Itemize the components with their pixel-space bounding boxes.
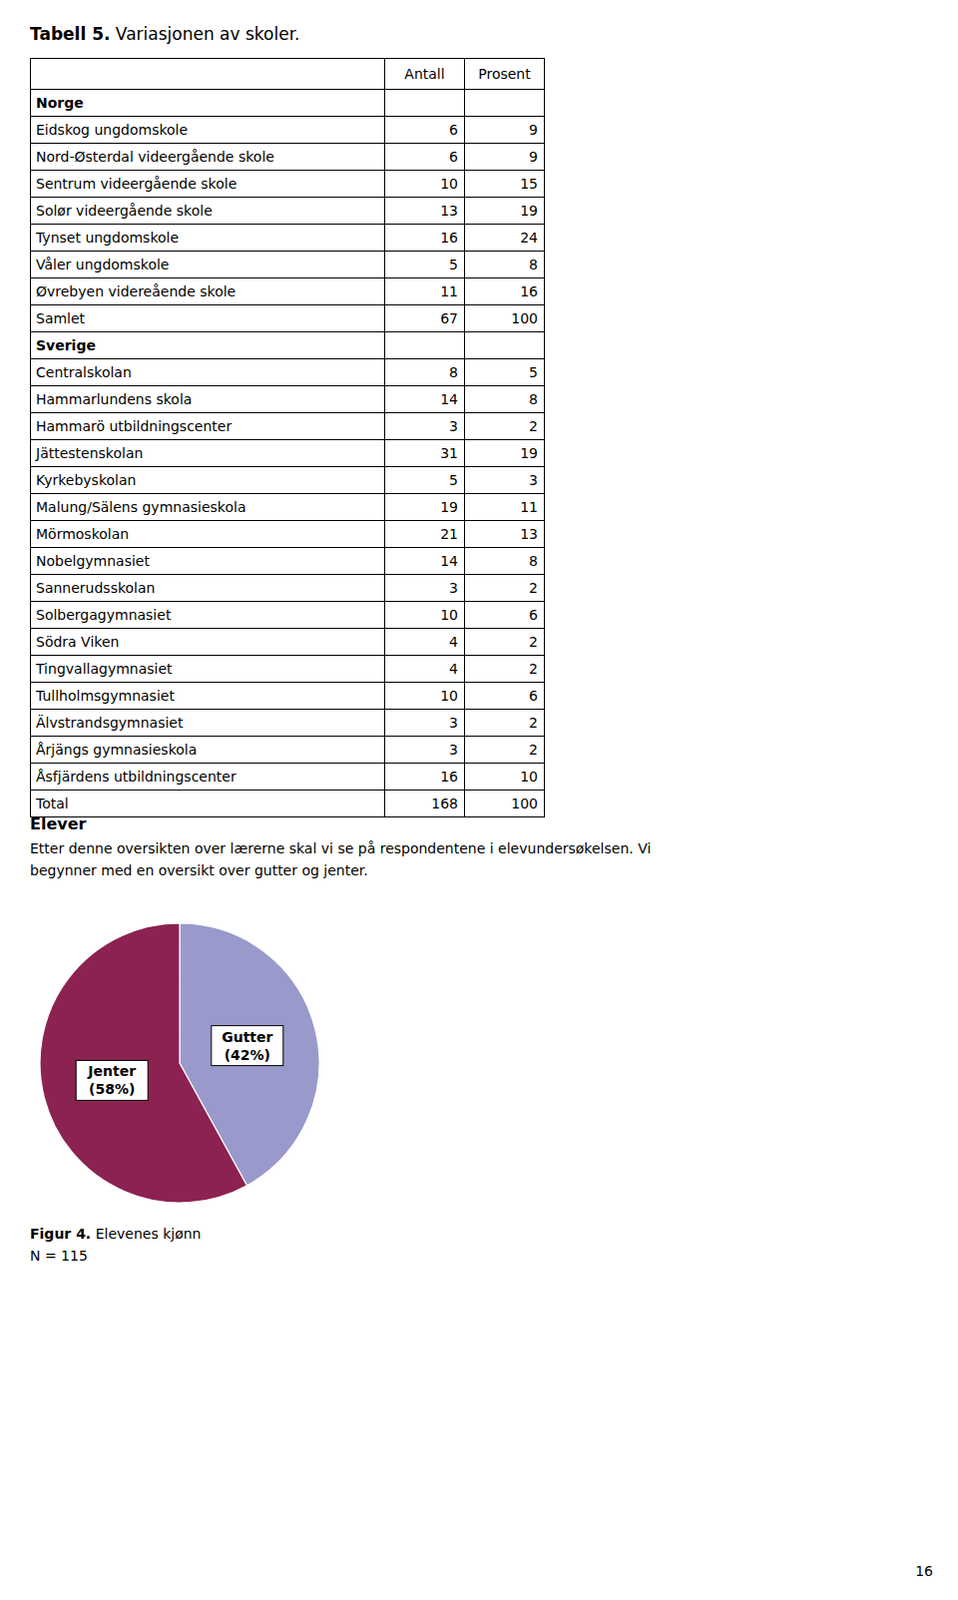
html-text:16: 16: [915, 1562, 934, 1579]
html-text:Våler ungdomskole: Våler ungdomskole: [35, 256, 170, 273]
html-text:Solør videergående skole: Solør videergående skole: [35, 202, 213, 219]
html-text:6: 6: [449, 148, 459, 165]
html-text:5: 5: [449, 472, 459, 488]
html-text:10: 10: [440, 175, 459, 192]
html-text:11: 11: [440, 283, 459, 300]
svg-text:Jenter: Jenter: [86, 1062, 136, 1079]
html-text:2: 2: [528, 741, 538, 758]
html-text:11: 11: [520, 498, 538, 515]
html-text:2: 2: [528, 579, 538, 596]
html-text:Årjängs gymnasieskola: Årjängs gymnasieskola: [35, 741, 197, 758]
html-text:Norge: Norge: [35, 94, 84, 111]
html-text:Åsfjärdens utbildningscenter: Åsfjärdens utbildningscenter: [35, 768, 237, 785]
html-text:N = 115: N = 115: [29, 1247, 88, 1264]
html-text:Malung/Sälens gymnasieskola: Malung/Sälens gymnasieskola: [35, 498, 246, 515]
html-text:19: 19: [520, 202, 538, 219]
html-text:168: 168: [431, 795, 459, 812]
html-text:Tabell 5. Variasjonen av skole: Tabell 5. Variasjonen av skoler.: [29, 23, 300, 44]
html-text:Södra Viken: Södra Viken: [35, 633, 120, 650]
html-text:begynner med en oversikt over: begynner med en oversikt over gutter og …: [29, 862, 369, 879]
html-text:15: 15: [520, 175, 538, 192]
html-text:Øvrebyen videreående skole: Øvrebyen videreående skole: [35, 283, 236, 300]
html-text:2: 2: [528, 660, 538, 677]
html-text:2: 2: [528, 714, 538, 731]
html-text:14: 14: [440, 391, 459, 408]
html-text:16: 16: [440, 768, 459, 785]
html-text:10: 10: [440, 606, 459, 623]
html-text:Total: Total: [35, 795, 69, 812]
html-text:2: 2: [528, 418, 538, 435]
html-text:16: 16: [440, 229, 459, 246]
html-text:Jättestenskolan: Jättestenskolan: [35, 445, 144, 462]
html-text:Antall: Antall: [404, 65, 445, 82]
html-text:13: 13: [520, 525, 538, 542]
html-text:6: 6: [528, 606, 538, 623]
html-text:8: 8: [528, 391, 538, 408]
html-text:3: 3: [449, 579, 459, 596]
html-text:9: 9: [528, 148, 538, 165]
html-text:19: 19: [440, 498, 459, 515]
html-text:67: 67: [440, 310, 459, 327]
html-text:Sverige: Sverige: [35, 337, 96, 354]
html-text:100: 100: [511, 795, 538, 812]
html-text:Sannerudsskolan: Sannerudsskolan: [35, 579, 156, 596]
html-text:Nord-Østerdal videergående sko: Nord-Østerdal videergående skole: [35, 148, 275, 165]
svg-text:(58%): (58%): [88, 1080, 135, 1097]
html-text:5: 5: [528, 364, 538, 381]
html-text:Kyrkebyskolan: Kyrkebyskolan: [35, 472, 137, 488]
html-text:4: 4: [449, 633, 459, 650]
html-text:2: 2: [528, 633, 538, 650]
html-text:6: 6: [528, 687, 538, 704]
html-text:Hammarlundens skola: Hammarlundens skola: [35, 391, 192, 408]
html-text:100: 100: [511, 310, 538, 327]
html-text:Centralskolan: Centralskolan: [35, 364, 132, 381]
html-text:Älvstrandsgymnasiet: Älvstrandsgymnasiet: [35, 714, 184, 731]
html-text:8: 8: [449, 364, 459, 381]
html-text:Elever: Elever: [29, 814, 87, 834]
html-text:5: 5: [449, 256, 459, 273]
html-text:10: 10: [440, 687, 459, 704]
svg-text:(42%): (42%): [224, 1046, 271, 1063]
html-text:3: 3: [449, 418, 459, 435]
html-text:3: 3: [449, 741, 459, 758]
html-text:Eidskog ungdomskole: Eidskog ungdomskole: [35, 121, 188, 138]
html-text:16: 16: [520, 283, 538, 300]
svg-text:Gutter: Gutter: [221, 1028, 273, 1045]
html-text:Mörmoskolan: Mörmoskolan: [35, 525, 129, 542]
html-text:13: 13: [440, 202, 459, 219]
html-text:8: 8: [528, 256, 538, 273]
html-text:Tullholmsgymnasiet: Tullholmsgymnasiet: [35, 687, 175, 704]
html-text:9: 9: [528, 121, 538, 138]
html-text:Sentrum videergående skole: Sentrum videergående skole: [35, 175, 237, 192]
html-text:21: 21: [440, 525, 459, 542]
html-text:8: 8: [528, 552, 538, 569]
html-text:Samlet: Samlet: [35, 310, 85, 327]
html-text:4: 4: [449, 660, 459, 677]
html-text:Nobelgymnasiet: Nobelgymnasiet: [35, 552, 150, 569]
html-text:Etter denne oversikten over læ: Etter denne oversikten over lærerne skal…: [29, 840, 651, 857]
html-text:Hammarö utbildningscenter: Hammarö utbildningscenter: [35, 418, 232, 435]
html-text:Prosent: Prosent: [478, 65, 531, 82]
html-text:24: 24: [520, 229, 538, 246]
html-text:3: 3: [449, 714, 459, 731]
html-text:Figur 4. Elevenes kjønn: Figur 4. Elevenes kjønn: [29, 1225, 202, 1242]
html-text:Tingvallagymnasiet: Tingvallagymnasiet: [35, 660, 173, 677]
html-text:31: 31: [440, 445, 459, 462]
html-text:Solbergagymnasiet: Solbergagymnasiet: [35, 606, 172, 623]
html-text:Tynset ungdomskole: Tynset ungdomskole: [35, 229, 179, 246]
html-text:3: 3: [528, 472, 538, 488]
html-text:6: 6: [449, 121, 459, 138]
html-text:19: 19: [520, 445, 538, 462]
html-text:10: 10: [520, 768, 538, 785]
html-text:14: 14: [440, 552, 459, 569]
